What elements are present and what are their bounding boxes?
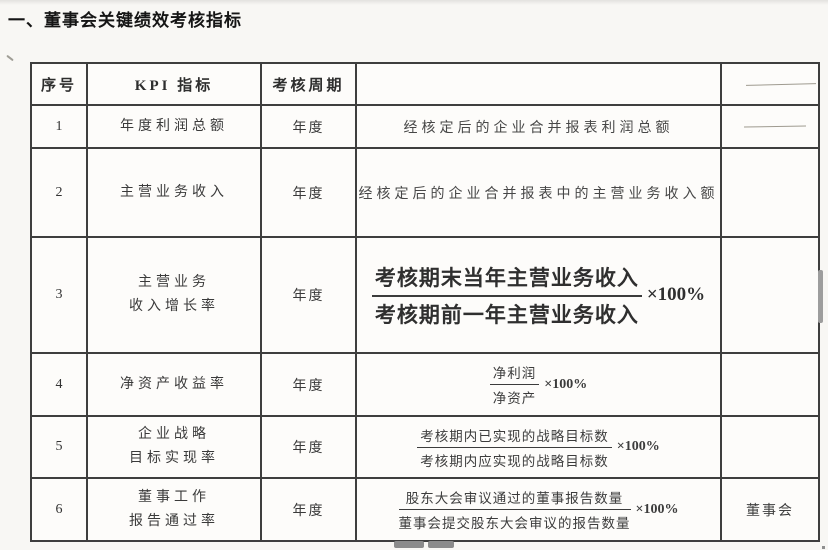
kpi-name-line: 年度利润总额	[120, 118, 228, 134]
header-cell-1: 序号	[30, 62, 88, 106]
criteria-cell: 考核期内已实现的战略目标数考核期内应实现的战略目标数 ×100%	[355, 415, 722, 479]
row-number: 1	[30, 104, 88, 149]
formula-suffix: ×100%	[635, 501, 679, 517]
kpi-name-line: 报告通过率	[129, 513, 219, 529]
kpi-name: 董事工作 报告通过率	[86, 477, 262, 542]
table-row: 3 主营业务 收入增长率 年度 考核期末当年主营业务收入 考核期前一年主营业务收入 ×100…	[30, 236, 820, 354]
formula-suffix: ×100%	[616, 439, 660, 454]
table-header-row: 序号 KPI 指标 考核周期	[30, 62, 820, 106]
fraction: 考核期末当年主营业务收入考核期前一年主营业务收入	[371, 262, 642, 329]
criteria-cell: 经核定后的企业合并报表中的主营业务收入额	[355, 147, 722, 238]
row-number: 3	[30, 236, 88, 354]
formula-suffix: ×100%	[646, 284, 706, 305]
table-row: 5 企业战略 目标实现率 年度 考核期内已实现的战略目标数 考核期内应实现的战略目标数 ×1…	[30, 415, 820, 479]
criteria-cell: 净利润 净资产 ×100%	[355, 352, 722, 417]
formula: 股东大会审议通过的董事报告数量 董事会提交股东大会审议的报告数量 ×100%	[398, 487, 679, 532]
row-number: 2	[30, 147, 88, 238]
gray-smudge	[394, 541, 454, 548]
page-title: 一、董事会关键绩效考核指标	[8, 11, 242, 30]
formula-denominator: 考核期内应实现的战略目标数	[420, 453, 609, 469]
header-cell-3: 考核周期	[260, 62, 357, 106]
kpi-name-line: 目标实现率	[129, 451, 219, 466]
kpi-name-line: 净资产收益率	[120, 376, 228, 392]
formula: 净利润 净资产 ×100%	[489, 362, 588, 407]
kpi-name-line: 董事工作	[138, 489, 210, 505]
row-number: 6	[30, 477, 88, 542]
assessment-cycle: 年度	[260, 415, 357, 479]
table-row: 1 年度利润总额 年度 经核定后的企业合并报表利润总额	[30, 104, 820, 149]
formula: 考核期末当年主营业务收入 考核期前一年主营业务收入 ×100%	[371, 262, 706, 329]
header-label: 序号	[40, 77, 77, 94]
table-row: 6 董事工作 报告通过率 年度 股东大会审议通过的董事报告数量 董事会提交股东大会审议的报…	[30, 477, 820, 542]
criteria-text: 经核定后的企业合并报表中的主营业务收入额	[358, 186, 719, 202]
kpi-name-line: 主营业务收入	[120, 184, 228, 200]
formula-numerator: 考核期末当年主营业务收入	[371, 262, 642, 297]
criteria-cell: 股东大会审议通过的董事报告数量 董事会提交股东大会审议的报告数量 ×100%	[355, 477, 722, 542]
criteria-cell: 经核定后的企业合并报表利润总额	[355, 104, 722, 149]
formula-denominator: 考核期前一年主营业务收入	[374, 302, 639, 327]
header-cell-4	[355, 62, 722, 106]
criteria-text: 经核定后的企业合并报表利润总额	[403, 120, 674, 136]
header-label: 考核周期	[272, 77, 345, 94]
responsible-cell	[720, 352, 820, 417]
formula-suffix: ×100%	[544, 376, 588, 392]
formula-denominator: 董事会提交股东大会审议的报告数量	[398, 516, 631, 531]
row-number: 4	[30, 352, 88, 417]
formula-numerator: 考核期内已实现的战略目标数	[417, 425, 612, 448]
kpi-name-line: 企业战略	[138, 427, 210, 443]
responsible-cell	[720, 236, 820, 354]
handwritten-dash	[745, 82, 817, 86]
assessment-cycle: 年度	[260, 147, 357, 238]
table-row: 4 净资产收益率 年度 净利润 净资产 ×100%	[30, 352, 820, 417]
formula-denominator: 净资产	[492, 391, 537, 406]
row-number: 5	[30, 415, 88, 479]
kpi-name: 净资产收益率	[86, 352, 262, 417]
responsible-text: 董事会	[746, 503, 794, 519]
header-cell-2: KPI 指标	[86, 62, 262, 106]
kpi-name: 年度利润总额	[86, 104, 262, 149]
formula: 考核期内已实现的战略目标数考核期内应实现的战略目标数 ×100%	[417, 425, 660, 470]
table-row: 2 主营业务收入 年度 经核定后的企业合并报表中的主营业务收入额	[30, 147, 820, 238]
assessment-cycle: 年度	[260, 352, 357, 417]
handwritten-dash	[743, 125, 807, 128]
formula-numerator: 净利润	[489, 362, 540, 385]
header-cell-5	[720, 62, 820, 106]
formula-numerator: 股东大会审议通过的董事报告数量	[398, 487, 631, 510]
assessment-cycle: 年度	[260, 236, 357, 354]
responsible-cell: 董事会	[720, 477, 820, 542]
scan-speck	[822, 546, 825, 549]
kpi-table: 序号 KPI 指标 考核周期 1 年度利润总额 年度 经核定后的企业合并报表利润总额 2 主营…	[30, 62, 820, 542]
criteria-cell: 考核期末当年主营业务收入 考核期前一年主营业务收入 ×100%	[355, 236, 722, 354]
fraction: 净利润 净资产	[489, 362, 540, 407]
kpi-name-line: 主营业务	[138, 275, 210, 291]
assessment-cycle: 年度	[260, 104, 357, 149]
scrollbar-thumb[interactable]	[818, 270, 823, 323]
assessment-cycle: 年度	[260, 477, 357, 542]
kpi-name: 主营业务收入	[86, 147, 262, 238]
responsible-cell	[720, 104, 820, 149]
responsible-cell	[720, 147, 820, 238]
kpi-name: 企业战略 目标实现率	[86, 415, 262, 479]
kpi-name-line: 收入增长率	[129, 299, 219, 314]
kpi-name: 主营业务 收入增长率	[86, 236, 262, 354]
header-label: KPI 指标	[134, 77, 214, 94]
pen-mark	[6, 54, 14, 62]
fraction: 考核期内已实现的战略目标数考核期内应实现的战略目标数	[417, 425, 612, 470]
responsible-cell	[720, 415, 820, 479]
fraction: 股东大会审议通过的董事报告数量董事会提交股东大会审议的报告数量	[398, 487, 631, 532]
